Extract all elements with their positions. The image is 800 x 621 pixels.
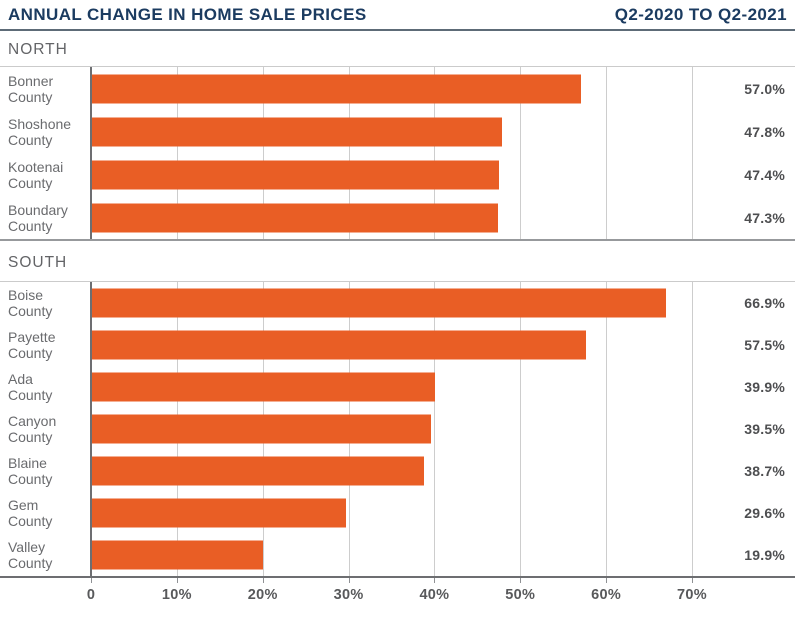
gridline-50%: [520, 282, 522, 576]
tick-label-60%: 60%: [591, 587, 622, 603]
bar-row-gem-county: Gem County 29.6%: [0, 492, 795, 534]
bar-row-payette-county: Payette County 57.5%: [0, 324, 795, 366]
plot-area-north: Bonner County 57.0% Shoshone County 47.8% Koot…: [0, 66, 795, 241]
gridline-20%: [262, 67, 264, 239]
tick-label-10%: 10%: [161, 587, 192, 603]
bar-row-blaine-county: Blaine County 38.7%: [0, 450, 795, 492]
tick-mark-30%: [348, 578, 350, 583]
value-label-kootenai-county: 47.4%: [744, 166, 785, 183]
gridline-30%: [348, 67, 350, 239]
chart-section-south: SOUTH Boise County 66.9% Payette County 57.5% A…: [0, 241, 800, 578]
bar-kootenai-county: [92, 160, 499, 189]
chart-body: NORTH Bonner County 57.0% Shoshone County 47.8…: [0, 31, 800, 578]
bar-payette-county: [92, 330, 586, 360]
bar-boundary-county: [92, 203, 499, 232]
value-label-canyon-county: 39.5%: [744, 421, 785, 437]
tick-label-50%: 50%: [505, 587, 536, 603]
gridline-60%: [606, 282, 608, 576]
bar-row-bonner-county: Bonner County 57.0%: [0, 67, 795, 110]
y-axis-line: [90, 67, 92, 239]
gridline-50%: [520, 67, 522, 239]
bar-row-valley-county: Valley County 19.9%: [0, 534, 795, 576]
category-label-payette-county: Payette County: [8, 329, 56, 361]
gridline-40%: [434, 282, 436, 576]
tick-label-70%: 70%: [677, 587, 707, 603]
gridline-10%: [176, 67, 178, 239]
tick-mark-40%: [434, 578, 436, 583]
bar-shoshone-county: [92, 117, 503, 146]
section-label-north: NORTH: [8, 41, 68, 58]
section-label-south: SOUTH: [8, 254, 68, 271]
bar-row-boise-county: Boise County 66.9%: [0, 282, 795, 324]
bar-ada-county: [92, 372, 435, 402]
category-label-ada-county: Ada County: [8, 371, 53, 403]
gridline-70%: [691, 67, 693, 239]
y-axis-line: [90, 282, 92, 576]
category-label-valley-county: Valley County: [8, 539, 53, 571]
gridline-40%: [434, 67, 436, 239]
category-label-shoshone-county: Shoshone County: [8, 115, 72, 148]
chart-section-north: NORTH Bonner County 57.0% Shoshone County 47.8…: [0, 31, 800, 241]
header: ANNUAL CHANGE IN HOME SALE PRICES Q2-202…: [0, 0, 795, 31]
value-label-blaine-county: 38.7%: [744, 463, 785, 479]
bar-blaine-county: [92, 456, 425, 486]
category-label-canyon-county: Canyon County: [8, 413, 57, 445]
value-label-gem-county: 29.6%: [744, 505, 785, 521]
bar-row-canyon-county: Canyon County 39.5%: [0, 408, 795, 450]
bar-gem-county: [92, 498, 347, 528]
category-label-bonner-county: Bonner County: [8, 72, 54, 105]
tick-mark-70%: [691, 578, 693, 583]
category-label-blaine-county: Blaine County: [8, 455, 53, 487]
x-axis: 0 10% 20% 30% 40% 50% 60% 70%: [0, 578, 795, 618]
category-label-kootenai-county: Kootenai County: [8, 158, 64, 191]
gridline-60%: [606, 67, 608, 239]
bar-row-boundary-county: Boundary County 47.3%: [0, 196, 795, 239]
tick-label-20%: 20%: [247, 587, 278, 603]
tick-label-0: 0: [86, 587, 96, 603]
value-label-ada-county: 39.9%: [744, 379, 785, 395]
value-label-boundary-county: 47.3%: [744, 209, 785, 226]
bar-boise-county: [92, 288, 667, 318]
category-label-gem-county: Gem County: [8, 497, 53, 529]
tick-label-30%: 30%: [333, 587, 364, 603]
value-label-shoshone-county: 47.8%: [744, 123, 785, 140]
value-label-payette-county: 57.5%: [744, 337, 785, 353]
bar-bonner-county: [92, 74, 582, 103]
category-label-boundary-county: Boundary County: [8, 201, 68, 234]
bar-canyon-county: [92, 414, 432, 444]
bar-row-ada-county: Ada County 39.9%: [0, 366, 795, 408]
bar-row-kootenai-county: Kootenai County 47.4%: [0, 153, 795, 196]
tick-mark-60%: [606, 578, 608, 583]
category-label-boise-county: Boise County: [8, 287, 53, 319]
tick-mark-20%: [262, 578, 264, 583]
plot-area-south: Boise County 66.9% Payette County 57.5% Ada Cou…: [0, 281, 795, 578]
chart-period: Q2-2020 TO Q2-2021: [614, 5, 787, 24]
tick-mark-0: [91, 578, 92, 583]
gridline-70%: [691, 282, 693, 576]
tick-mark-50%: [520, 578, 522, 583]
tick-mark-10%: [176, 578, 178, 583]
value-label-bonner-county: 57.0%: [744, 80, 785, 97]
value-label-boise-county: 66.9%: [744, 295, 785, 311]
bar-valley-county: [92, 540, 263, 570]
chart-title: ANNUAL CHANGE IN HOME SALE PRICES: [8, 5, 367, 24]
tick-label-40%: 40%: [419, 587, 450, 603]
bar-row-shoshone-county: Shoshone County 47.8%: [0, 110, 795, 153]
value-label-valley-county: 19.9%: [744, 547, 785, 563]
